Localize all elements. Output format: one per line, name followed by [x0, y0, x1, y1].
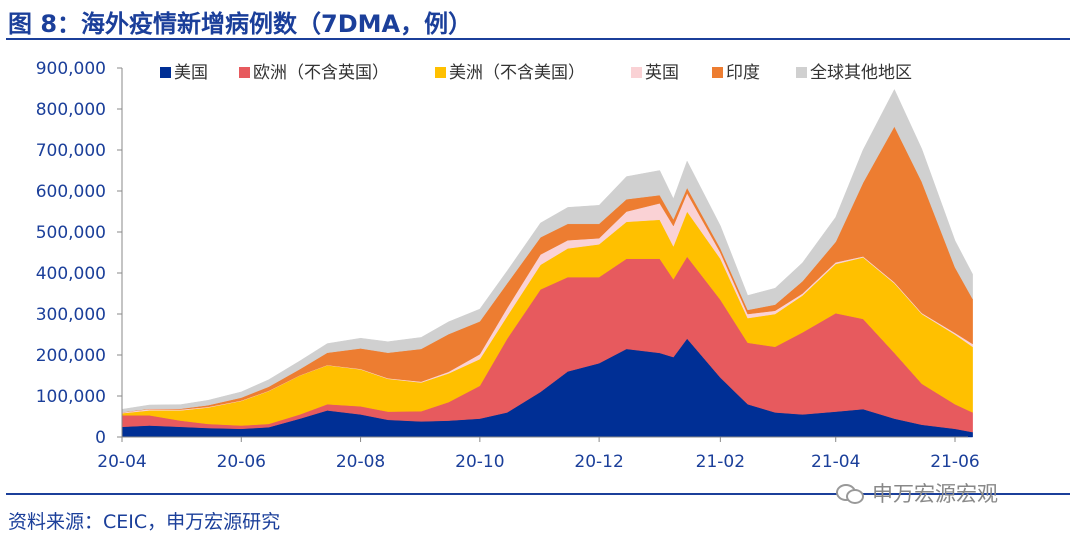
- legend: 美国 欧洲（不含英国） 美洲（不含美国） 英国 印度 全球其他地区: [160, 63, 912, 83]
- wechat-icon: [836, 482, 866, 504]
- y-tick-label: 400,000: [36, 264, 106, 284]
- y-tick-label: 700,000: [36, 141, 106, 161]
- x-tick-label: 20-12: [574, 452, 623, 472]
- y-tick-label: 300,000: [36, 305, 106, 325]
- y-tick-label: 600,000: [36, 182, 106, 202]
- legend-label: 英国: [645, 63, 679, 83]
- legend-swatch: [631, 67, 642, 78]
- series-areas: [121, 88, 973, 438]
- y-tick-label: 100,000: [36, 387, 106, 407]
- legend-label: 全球其他地区: [810, 63, 912, 83]
- footer-rule: [6, 493, 1070, 495]
- stacked-area-chart: 0 100,000 200,000 300,000 400,000 500,000 600,…: [36, 59, 980, 472]
- y-tick-label: 900,000: [36, 59, 106, 79]
- legend-swatch: [435, 67, 446, 78]
- x-tick-label: 20-04: [97, 452, 146, 472]
- y-tick-label: 500,000: [36, 223, 106, 243]
- legend-label: 印度: [726, 63, 760, 83]
- chart-title: 图 8：海外疫情新增病例数（7DMA，例）: [8, 10, 473, 38]
- watermark-text: 申万宏源宏观: [872, 482, 998, 506]
- x-tick-label: 20-06: [217, 452, 266, 472]
- series-area-5: [121, 88, 973, 413]
- title-rule: [6, 38, 1070, 40]
- x-tick-label: 20-10: [455, 452, 504, 472]
- legend-swatch: [712, 67, 723, 78]
- y-tick-label: 200,000: [36, 346, 106, 366]
- legend-label: 欧洲（不含英国）: [253, 63, 389, 83]
- legend-swatch: [239, 67, 250, 78]
- watermark: 申万宏源宏观: [836, 478, 998, 508]
- y-axis: 0 100,000 200,000 300,000 400,000 500,000 600,…: [36, 59, 123, 448]
- y-tick-label: 0: [95, 428, 106, 448]
- x-tick-label: 21-02: [696, 452, 745, 472]
- y-tick-label: 800,000: [36, 100, 106, 120]
- legend-swatch: [796, 67, 807, 78]
- x-tick-label: 20-08: [336, 452, 385, 472]
- x-tick-label: 21-04: [811, 452, 860, 472]
- legend-label: 美洲（不含美国）: [449, 63, 585, 83]
- x-tick-label: 21-06: [930, 452, 979, 472]
- legend-swatch: [160, 67, 171, 78]
- x-axis: 20-04 20-06 20-08 20-10 20-12 21-02 21-04 21-06: [97, 436, 980, 472]
- source-note: 资料来源：CEIC，申万宏源研究: [8, 511, 281, 533]
- legend-label: 美国: [174, 63, 208, 83]
